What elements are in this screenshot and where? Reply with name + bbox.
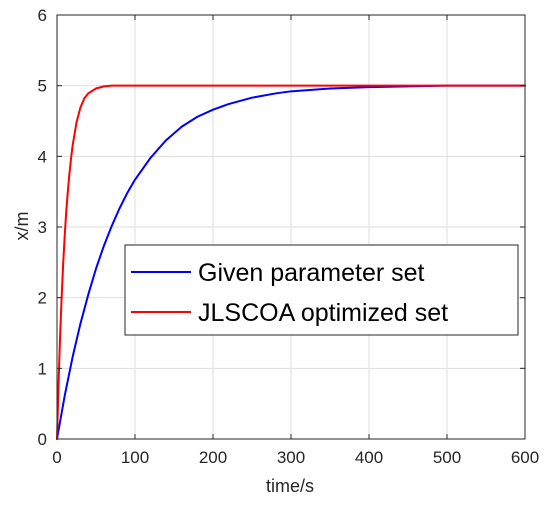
- y-tick-label-6: 6: [38, 6, 47, 25]
- y-tick-label-3: 3: [38, 218, 47, 237]
- x-tick-label-5: 500: [433, 448, 461, 467]
- x-tick-label-0: 0: [52, 448, 61, 467]
- x-tick-label-3: 300: [277, 448, 305, 467]
- y-axis-label: x/m: [12, 212, 32, 241]
- y-tick-label-4: 4: [38, 147, 47, 166]
- y-tick-label-0: 0: [38, 430, 47, 449]
- legend: Given parameter set JLSCOA optimized set: [124, 244, 519, 336]
- x-axis-label: time/s: [266, 476, 314, 496]
- series-layer: [56, 84, 526, 440]
- legend-label-0: Given parameter set: [198, 259, 425, 287]
- x-tick-label-2: 200: [199, 448, 227, 467]
- series-line-0: [56, 84, 526, 440]
- legend-label-1: JLSCOA optimized set: [198, 299, 448, 327]
- legend-box: [124, 244, 519, 336]
- y-tick-label-5: 5: [38, 77, 47, 96]
- y-tick-label-1: 1: [38, 359, 47, 378]
- series-line-1: [56, 84, 526, 440]
- y-tick-label-2: 2: [38, 289, 47, 308]
- x-tick-label-1: 100: [121, 448, 149, 467]
- x-tick-label-4: 400: [355, 448, 383, 467]
- x-tick-label-6: 600: [511, 448, 539, 467]
- labels-layer: time/s x/m: [12, 212, 314, 497]
- ticks-layer: 0 100 200 300 400 500 600 0 1 2 3 4 5 6: [38, 6, 540, 467]
